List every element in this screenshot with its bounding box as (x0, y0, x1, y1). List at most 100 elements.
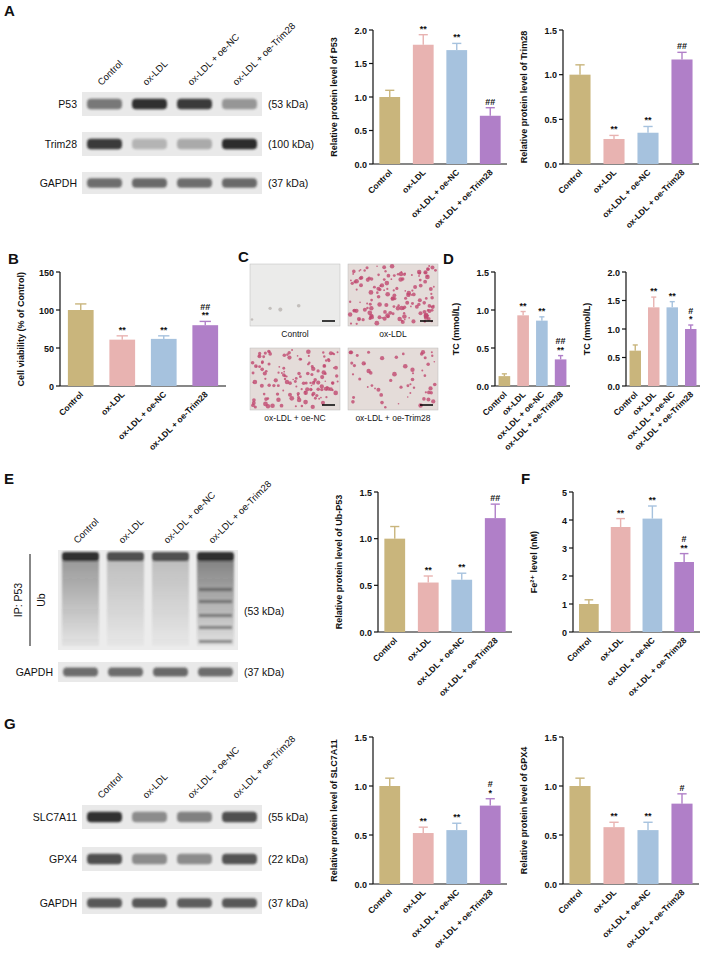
stained-cell (406, 293, 410, 297)
y-tick-label: 0.5 (544, 831, 557, 841)
panel-letter: C (238, 248, 249, 265)
y-axis-title: Relative protein level of Ub-P53 (334, 495, 344, 630)
lane-label: ox-LDL (140, 58, 169, 87)
bar (68, 310, 94, 386)
y-tick (369, 163, 373, 164)
error-cap (452, 43, 461, 44)
stained-cell (374, 321, 379, 326)
stained-cell (283, 353, 287, 357)
x-tick-label: ox-LDL (591, 167, 619, 195)
error-stem (495, 504, 496, 518)
stained-cell (379, 285, 381, 287)
band-size: (53 kDa) (244, 605, 284, 617)
stained-cell (434, 269, 437, 272)
error-bar (486, 108, 495, 116)
stained-cell (395, 287, 398, 290)
marks (379, 778, 500, 884)
band (198, 668, 233, 677)
panel-letter: G (4, 715, 16, 732)
stained-cell (402, 353, 405, 356)
bar (569, 75, 590, 164)
stained-cell (337, 351, 339, 353)
error-stem (579, 778, 580, 786)
error-cap (486, 107, 495, 108)
x-tick-label: ox-LDL + oe-Trim28 (437, 635, 500, 698)
x-tick-label: Control (366, 887, 394, 915)
smear (197, 560, 234, 646)
smear (152, 560, 189, 646)
stained-cell (297, 355, 299, 357)
stained-cell (376, 265, 378, 267)
stained-cell (323, 355, 325, 357)
stained-cell (337, 380, 339, 382)
stained-cell (352, 373, 354, 375)
panel-letter: A (4, 2, 15, 19)
y-tick-label: 1.5 (544, 733, 557, 743)
stained-cell (332, 352, 334, 354)
bar (446, 50, 467, 164)
stained-cell (268, 307, 271, 310)
stained-cell (356, 354, 359, 357)
error-stem (681, 794, 682, 804)
stained-cell (358, 378, 361, 381)
error-bar (390, 527, 399, 539)
stained-cell (401, 320, 405, 324)
y-tick (369, 883, 373, 884)
significance: ** (420, 816, 428, 826)
stained-cell (391, 296, 395, 300)
band-label: GAPDH (40, 897, 77, 909)
stained-cell (361, 318, 364, 321)
band (177, 898, 212, 908)
panel-letter: F (521, 470, 530, 487)
y-tick (622, 357, 626, 358)
band-size: (37 kDa) (268, 177, 308, 189)
lane-label: ox-LDL + oe-Trim28 (230, 20, 297, 87)
stained-cell (415, 305, 419, 309)
error-cap (390, 526, 399, 527)
error-cap (521, 311, 526, 312)
stained-cell (309, 388, 312, 391)
y-tick (374, 491, 378, 492)
stained-cell (359, 276, 363, 280)
band (177, 178, 212, 188)
error-bar (486, 799, 495, 806)
y-tick (374, 585, 378, 586)
stained-cell (331, 381, 335, 385)
band (222, 812, 257, 823)
band (108, 668, 143, 677)
y-axis (494, 272, 495, 386)
band (132, 812, 167, 823)
error-cap (558, 355, 563, 356)
band-label: GPX4 (49, 853, 77, 865)
stained-cell (316, 369, 319, 372)
stained-cell (252, 382, 254, 384)
lane-label: Control (95, 58, 124, 87)
stained-cell (387, 274, 391, 278)
stained-cell (359, 302, 361, 304)
band (199, 614, 232, 617)
stained-cell (318, 398, 320, 400)
y-tick (559, 785, 563, 786)
stained-cell (424, 356, 427, 359)
stained-cell (418, 311, 422, 315)
error-cap (616, 518, 625, 519)
stained-cell (305, 387, 309, 391)
stained-cell (297, 394, 299, 396)
y-tick (374, 538, 378, 539)
stained-cell (428, 265, 430, 267)
bar (418, 583, 439, 632)
y-tick (491, 271, 495, 272)
y-tick-label: 5 (562, 488, 567, 498)
stained-cell (267, 384, 270, 387)
band-size: (22 kDa) (268, 853, 308, 865)
stained-cell (386, 288, 388, 290)
error-cap (609, 135, 618, 136)
stained-cell (413, 386, 415, 388)
marks (630, 297, 697, 386)
stained-cell (277, 384, 280, 387)
stained-cell (393, 289, 395, 291)
y-tick (622, 385, 626, 386)
stained-cell (323, 365, 326, 368)
stained-cell (353, 364, 356, 367)
stained-cell (427, 391, 431, 395)
